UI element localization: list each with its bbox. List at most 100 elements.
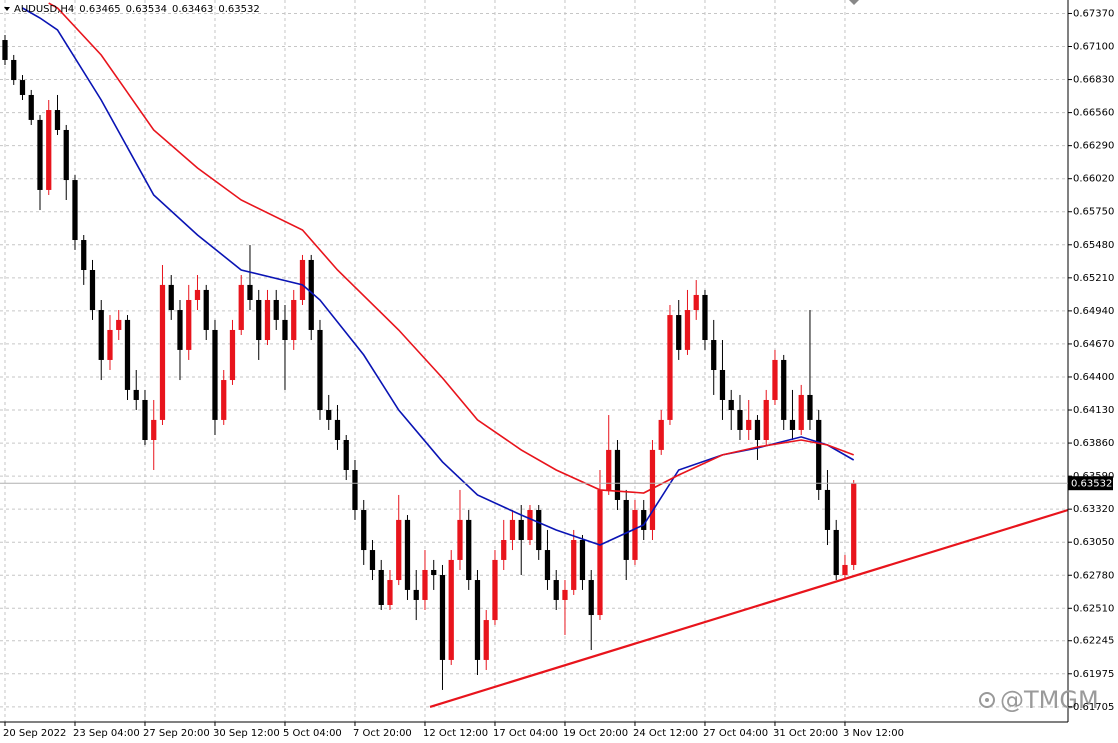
candle-body: [151, 419, 157, 441]
last-price-box: [1068, 476, 1113, 491]
x-tick-label: 27 Sep 20:00: [143, 728, 210, 739]
y-tick-label: 0.66020: [1073, 174, 1114, 185]
x-tick-label: 20 Sep 2022: [3, 728, 66, 739]
candle-body: [492, 559, 498, 621]
y-tick-label: 0.65480: [1073, 240, 1114, 251]
header-value: 0.63532: [218, 4, 259, 15]
candle-body: [719, 369, 726, 400]
candle-body: [649, 449, 656, 530]
candle-body: [54, 110, 61, 130]
y-tick-label: 0.63320: [1073, 504, 1114, 515]
y-tick-label: 0.65210: [1073, 273, 1114, 284]
y-tick-label: 0.63050: [1073, 537, 1114, 548]
candle-body: [387, 580, 393, 605]
candle-body: [448, 559, 454, 660]
candle-body: [89, 270, 96, 311]
plot: [2, 2, 1069, 708]
header-value: 0.63465: [79, 4, 120, 15]
last-price-label: 0.63532: [1071, 479, 1112, 490]
candle-body: [159, 284, 166, 420]
candle-body: [807, 394, 813, 420]
candle-body: [457, 519, 463, 560]
candle-body: [754, 419, 761, 441]
candle-body: [133, 389, 139, 400]
y-tick-label: 0.62245: [1073, 636, 1114, 647]
candle-body: [72, 180, 78, 241]
candle-body: [186, 299, 192, 350]
header-value: 0.63463: [172, 4, 213, 15]
candle-body: [597, 489, 603, 616]
candle-body: [606, 449, 612, 490]
y-tick-label: 0.63860: [1073, 438, 1114, 449]
x-tick-label: 7 Oct 20:00: [353, 728, 412, 739]
x-tick-label: 24 Oct 12:00: [633, 728, 698, 739]
candle-body: [518, 519, 524, 541]
x-tick-label: 30 Sep 12:00: [213, 728, 280, 739]
candle-body: [816, 419, 822, 490]
candle-body: [562, 589, 568, 600]
header: AUDUSD,H4 0.63465 0.63534 0.63463 0.63532: [14, 4, 260, 15]
candle-body: [851, 483, 857, 565]
candle-body: [711, 340, 717, 370]
candle-body: [378, 569, 384, 605]
candle-body: [194, 289, 201, 300]
y-tick-label: 0.61975: [1073, 669, 1114, 680]
watermark: @TMGM: [1000, 686, 1099, 714]
candle-body: [693, 294, 699, 311]
scroll-icon: [849, 0, 859, 5]
candle-body: [641, 510, 647, 530]
candle-body: [63, 129, 69, 181]
watermark-icon: [979, 692, 995, 708]
candle-body: [422, 569, 428, 600]
candle-body: [212, 329, 218, 420]
x-tick-label: 5 Oct 04:00: [283, 728, 342, 739]
candle-body: [168, 284, 174, 311]
candle-body: [833, 529, 839, 576]
candle-body: [229, 329, 236, 381]
candle-body: [19, 80, 26, 95]
candle-body: [702, 294, 708, 341]
candle-body: [824, 489, 831, 530]
candle-body: [107, 329, 113, 360]
candle-body: [781, 359, 787, 420]
candle-body: [614, 449, 621, 500]
candle-body: [536, 510, 542, 551]
candle-body: [291, 299, 297, 341]
y-tick-label: 0.66290: [1073, 141, 1114, 152]
candle-body: [116, 319, 122, 330]
candle-body: [299, 259, 306, 300]
candle-body: [238, 284, 244, 330]
menu-icon: [4, 7, 10, 11]
candle-body: [623, 499, 629, 560]
candle-body: [326, 410, 332, 420]
candle-body: [256, 299, 262, 341]
candle-body: [544, 550, 551, 581]
y-tick-label: 0.62510: [1073, 603, 1114, 614]
candle-body: [273, 299, 279, 320]
candle-body: [658, 419, 664, 450]
candle-body: [203, 289, 209, 330]
candle-body: [28, 94, 34, 120]
candle-body: [404, 519, 411, 590]
candle-body: [746, 419, 752, 430]
candle-body: [282, 319, 288, 341]
candle-body: [632, 510, 638, 560]
x-tick-label: 12 Oct 12:00: [423, 728, 488, 739]
candle-body: [352, 469, 358, 511]
candle-body: [37, 119, 43, 190]
candle-body: [81, 240, 87, 271]
x-tick-label: 3 Nov 12:00: [843, 728, 904, 739]
candle-body: [396, 519, 402, 581]
candle-body: [588, 580, 594, 616]
candle-body: [46, 110, 52, 190]
candle-body: [264, 299, 271, 341]
y-tick-label: 0.62780: [1073, 570, 1114, 581]
candle-body: [2, 40, 8, 60]
y-tick-label: 0.64400: [1073, 372, 1114, 383]
candle-body: [221, 380, 227, 420]
y-tick-label: 0.67100: [1073, 42, 1114, 53]
candle-body: [334, 419, 341, 441]
